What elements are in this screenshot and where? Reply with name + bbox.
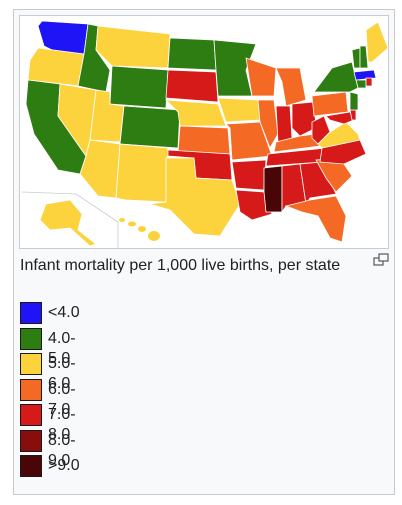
legend-swatch [20, 429, 42, 452]
state-maine [365, 21, 388, 63]
magnify-icon[interactable] [373, 253, 389, 267]
state-ohio [291, 101, 317, 137]
state-michigan [275, 67, 307, 107]
state-louisiana [235, 189, 273, 221]
state-montana [95, 25, 171, 69]
inset-border [21, 191, 119, 248]
state-arkansas [231, 159, 267, 191]
state-indiana [275, 105, 293, 143]
state-florida [284, 195, 347, 243]
state-vermont [351, 47, 361, 69]
state-wisconsin [245, 57, 277, 97]
legend-label: >9.0 [48, 457, 80, 474]
legend-swatch [20, 404, 42, 426]
legend-swatch [20, 327, 42, 350]
state-iowa [217, 97, 261, 123]
state-mississippi [263, 165, 283, 213]
state-alaska [39, 199, 97, 247]
state-nebraska [164, 99, 227, 127]
legend-label: 4.0-5.0 [48, 329, 76, 367]
map-thumbnail: Infant mortality per 1,000 live births, … [13, 9, 395, 495]
state-maryland [325, 111, 355, 125]
state-missouri [225, 121, 273, 161]
state-wyoming [109, 65, 169, 109]
state-connecticut [355, 79, 367, 89]
map-caption: Infant mortality per 1,000 live births, … [20, 257, 341, 274]
legend-label: 6.0-7.0 [48, 380, 76, 418]
state-rhode-island [365, 77, 373, 87]
state-new-york [313, 61, 359, 93]
legend-swatch [20, 378, 42, 401]
us-infant-mortality-map[interactable] [19, 15, 389, 249]
state-kansas [177, 125, 231, 155]
state-hawaii [119, 218, 160, 241]
legend-swatch [20, 302, 42, 324]
state-virginia [317, 121, 361, 149]
state-massachusetts [353, 69, 377, 81]
state-texas [149, 157, 241, 237]
state-new-jersey [349, 91, 359, 111]
legend-label: 7.0-8.0 [48, 406, 76, 443]
state-new-mexico [115, 143, 169, 203]
legend-swatch [20, 353, 42, 375]
state-north-dakota [167, 37, 217, 71]
state-new-hampshire [359, 45, 369, 69]
legend-label: <4.0 [48, 304, 80, 321]
state-oregon [27, 47, 85, 87]
state-colorado [119, 105, 181, 149]
state-south-dakota [165, 69, 219, 103]
legend-label: 8.0-9.0 [48, 431, 76, 469]
legend-label: 5.0-6.0 [48, 355, 76, 392]
state-illinois [257, 99, 279, 149]
legend-swatch [20, 455, 42, 477]
state-pennsylvania [311, 91, 349, 117]
